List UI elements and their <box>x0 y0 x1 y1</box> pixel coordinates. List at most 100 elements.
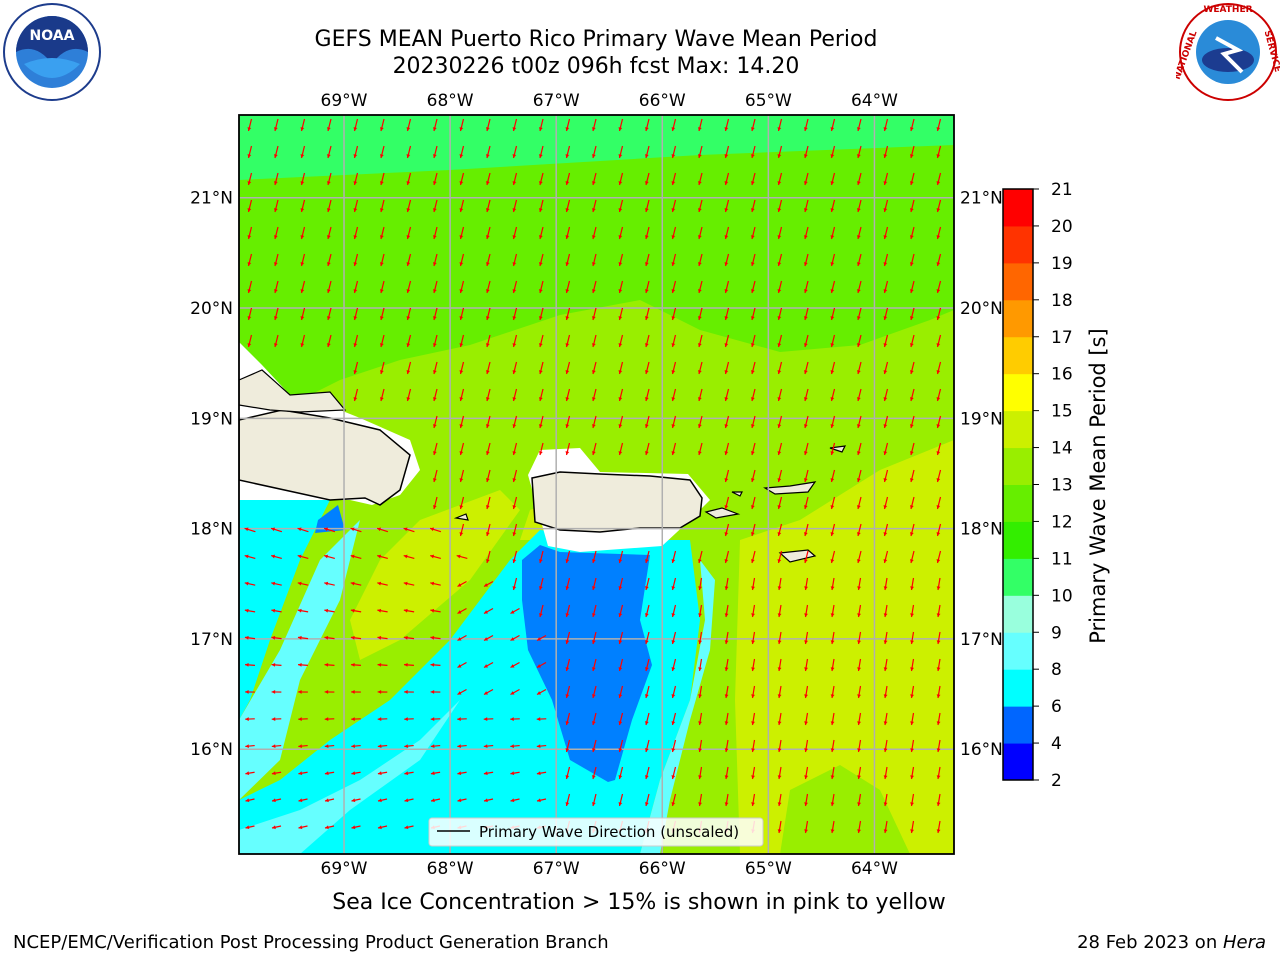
wave-arrow-head <box>432 343 437 347</box>
wave-arrow-head <box>618 748 623 752</box>
wave-arrow-head <box>485 478 490 482</box>
wave-arrow-head <box>273 289 278 293</box>
wave-arrow-head <box>300 208 305 212</box>
wave-arrow-head <box>936 289 941 293</box>
wave-arrow-head <box>804 748 808 752</box>
wave-arrow-head <box>353 181 358 185</box>
wave-arrow-head <box>618 775 623 779</box>
wave-arrow-head <box>406 181 411 185</box>
wave-arrow-head <box>324 554 329 559</box>
wave-arrow-head <box>777 505 782 509</box>
wave-arrow-head <box>856 181 861 185</box>
wave-arrow-head <box>485 451 490 455</box>
wave-arrow-head <box>671 289 676 293</box>
wave-arrow-head <box>671 667 676 671</box>
wave-arrow-head <box>512 586 517 590</box>
wave-arrow-head <box>698 667 702 671</box>
wave-arrow-head <box>724 316 729 320</box>
wave-arrow-head <box>697 424 702 428</box>
wave-arrow-head <box>591 235 596 239</box>
wave-arrow-head <box>777 775 782 779</box>
wave-arrow-head <box>644 640 649 644</box>
wave-arrow-head <box>883 208 888 212</box>
wave-arrow-head <box>457 583 462 587</box>
wave-arrow-head <box>671 370 676 374</box>
wave-arrow-head <box>644 235 649 239</box>
wave-arrow-head <box>565 289 570 293</box>
wave-arrow-head <box>751 613 755 617</box>
wave-arrow-head <box>351 798 356 803</box>
colorbar-tick-label: 20 <box>1051 217 1073 237</box>
wave-arrow-head <box>512 397 517 401</box>
wave-arrow-head <box>244 635 249 640</box>
wave-arrow-head <box>300 343 305 347</box>
wave-arrow-head <box>644 667 649 671</box>
wave-arrow-head <box>830 694 835 698</box>
wave-arrow-head <box>512 559 517 563</box>
wave-arrow-head <box>910 640 914 644</box>
noaa-logo: NOAA <box>3 3 101 101</box>
wave-arrow-head <box>485 262 490 266</box>
wave-arrow-head <box>883 775 888 779</box>
lat-tick-label: 20°N <box>190 299 233 319</box>
wave-arrow-head <box>537 691 541 695</box>
wave-arrow-head <box>459 316 464 320</box>
wave-arrow-head <box>565 802 570 806</box>
wave-arrow-head <box>803 559 808 563</box>
wave-arrow-head <box>857 640 861 644</box>
wave-arrow-head <box>432 235 437 239</box>
wave-arrow-head <box>697 154 702 158</box>
wave-arrow-head <box>537 637 541 641</box>
wave-arrow-head <box>324 662 329 667</box>
wave-arrow-head <box>644 586 649 590</box>
wave-arrow-head <box>803 181 808 185</box>
wave-arrow-head <box>936 586 941 590</box>
wave-arrow-head <box>459 127 464 131</box>
wave-arrow-head <box>804 802 808 806</box>
wave-arrow-head <box>936 802 941 806</box>
wave-arrow-head <box>273 235 278 239</box>
wave-arrow-head <box>644 289 649 293</box>
wave-arrow-head <box>350 581 355 586</box>
wave-arrow-head <box>457 691 462 695</box>
wave-arrow-head <box>430 608 435 613</box>
wave-arrow-head <box>803 532 808 536</box>
wave-arrow-head <box>459 532 464 536</box>
wave-arrow-head <box>459 208 464 212</box>
chart-subtitle: 20230226 t00z 096h fcst Max: 14.20 <box>392 54 800 79</box>
wave-arrow-head <box>377 554 382 559</box>
wave-arrow-head <box>510 744 515 749</box>
wave-arrow-head <box>883 424 888 428</box>
wave-arrow-head <box>512 532 517 536</box>
wave-arrow-head <box>271 744 276 749</box>
wave-arrow-head <box>909 235 914 239</box>
lat-tick-label: 19°N <box>960 409 1003 429</box>
wave-arrow-head <box>724 451 729 455</box>
wave-arrow-head <box>856 451 861 455</box>
wave-arrow-head <box>271 581 276 586</box>
wave-arrow-head <box>244 608 249 613</box>
wave-arrow-head <box>751 802 755 806</box>
wave-arrow-head <box>591 748 596 752</box>
wave-arrow-head <box>777 532 782 536</box>
wave-arrow-head <box>512 343 517 347</box>
wave-arrow-head <box>538 613 543 617</box>
wave-arrow-head <box>803 397 808 401</box>
wave-arrow-head <box>459 154 464 158</box>
map-field <box>239 115 954 854</box>
wave-arrow-head <box>537 664 541 668</box>
wave-arrow-head <box>618 154 623 158</box>
wave-arrow-head <box>777 154 782 158</box>
wave-arrow-head <box>565 343 570 347</box>
wave-arrow-head <box>644 424 649 428</box>
wave-arrow-head <box>591 613 596 617</box>
footer-branch: NCEP/EMC/Verification Post Processing Pr… <box>13 932 609 953</box>
wave-arrow-head <box>750 127 755 131</box>
wave-arrow-head <box>644 775 649 779</box>
wave-arrow-head <box>379 154 384 158</box>
wave-arrow-head <box>671 586 676 590</box>
wave-arrow-head <box>936 748 941 752</box>
wave-arrow-head <box>644 316 649 320</box>
wave-arrow-head <box>538 208 543 212</box>
wave-arrow-head <box>377 635 382 640</box>
